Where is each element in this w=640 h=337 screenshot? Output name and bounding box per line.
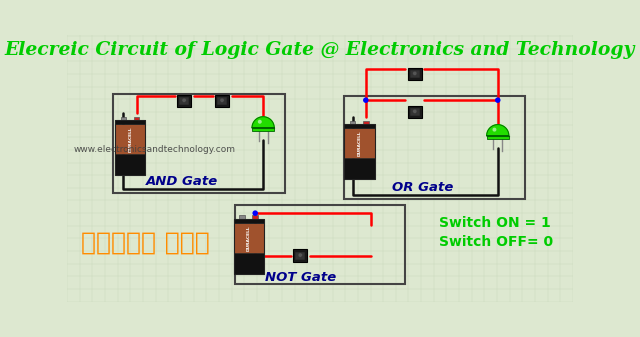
Bar	[217, 97, 227, 105]
Bar	[113, 94, 285, 193]
Text: NOT Gate: NOT Gate	[264, 271, 336, 284]
Bar	[215, 95, 229, 108]
Circle shape	[298, 253, 302, 257]
Bar	[179, 97, 189, 105]
Circle shape	[413, 71, 417, 75]
Bar	[344, 96, 525, 199]
Bar	[121, 117, 126, 120]
Bar	[234, 219, 264, 222]
Circle shape	[252, 210, 258, 216]
Bar	[344, 124, 374, 179]
Bar	[408, 105, 422, 118]
Circle shape	[220, 98, 224, 102]
Circle shape	[258, 120, 262, 124]
Polygon shape	[486, 125, 509, 136]
Bar	[408, 68, 422, 81]
Bar	[177, 95, 191, 108]
Bar	[410, 108, 420, 116]
Circle shape	[495, 97, 500, 103]
Text: लॉजिक गेट: लॉजिक गेट	[81, 231, 210, 254]
Text: DURACELL: DURACELL	[247, 225, 251, 251]
Text: DURACELL: DURACELL	[358, 130, 362, 156]
Bar	[344, 128, 374, 158]
Bar	[410, 70, 420, 78]
Bar	[239, 215, 244, 219]
Bar	[134, 117, 140, 120]
Bar	[344, 158, 374, 179]
Text: Switch ON = 1: Switch ON = 1	[438, 216, 550, 229]
Bar	[235, 205, 404, 284]
Bar	[115, 120, 145, 124]
Bar	[115, 120, 145, 175]
Circle shape	[413, 109, 417, 114]
Bar	[234, 219, 264, 274]
Bar	[350, 121, 355, 124]
Bar	[363, 121, 369, 124]
Bar	[253, 215, 258, 219]
Text: Elecreic Circuit of Logic Gate @ Electronics and Technology: Elecreic Circuit of Logic Gate @ Electro…	[5, 41, 635, 59]
Circle shape	[363, 97, 369, 103]
Circle shape	[182, 98, 186, 102]
Bar	[344, 124, 374, 128]
Bar	[293, 249, 307, 262]
Bar	[115, 124, 145, 154]
Bar	[252, 128, 274, 131]
Text: OR Gate: OR Gate	[392, 181, 453, 193]
Bar	[115, 154, 145, 175]
Bar	[295, 252, 305, 260]
Text: Switch OFF= 0: Switch OFF= 0	[438, 235, 552, 249]
Polygon shape	[252, 117, 274, 128]
Text: DURACELL: DURACELL	[129, 126, 132, 152]
Bar	[234, 253, 264, 274]
Bar	[234, 222, 264, 253]
Bar	[486, 136, 509, 139]
Text: AND Gate: AND Gate	[146, 175, 218, 188]
Circle shape	[492, 128, 497, 132]
Text: www.electronicsandtechnology.com: www.electronicsandtechnology.com	[74, 146, 236, 154]
